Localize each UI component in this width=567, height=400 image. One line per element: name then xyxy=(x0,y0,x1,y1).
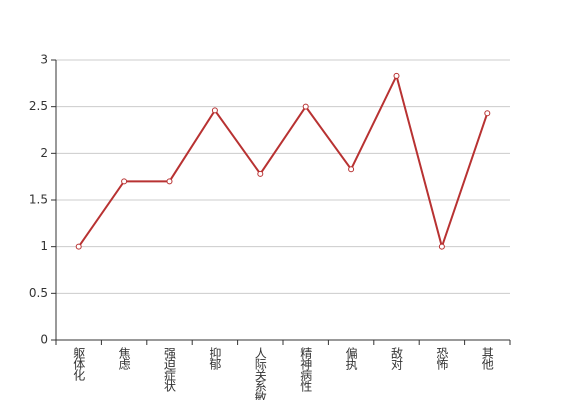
point xyxy=(211,107,218,114)
x-tick-label: 其他 xyxy=(480,347,494,370)
point xyxy=(348,166,355,173)
x-tick-label: 抑郁 xyxy=(208,346,222,371)
x-tick-label: 恐怖 xyxy=(435,347,449,370)
x-tick-label: 人际关系敏感 xyxy=(253,347,267,400)
y-tick-label: 3 xyxy=(40,53,48,67)
x-tick-label: 精神病性 xyxy=(299,347,313,393)
point xyxy=(302,103,309,110)
y-tick-label: 2 xyxy=(40,146,48,160)
point xyxy=(438,243,445,250)
x-tick-label: 焦虑 xyxy=(117,347,131,370)
x-tick-label: 敌对 xyxy=(390,346,404,370)
x-tick-label: 躯体化 xyxy=(72,346,86,382)
y-tick-label: 0 xyxy=(40,333,48,347)
point xyxy=(166,178,173,185)
point xyxy=(257,170,264,177)
y-tick-label: 1.5 xyxy=(29,193,48,207)
point xyxy=(484,110,491,117)
point xyxy=(75,243,82,250)
y-tick-label: 1 xyxy=(40,239,48,253)
point xyxy=(121,178,128,185)
x-tick-label: 偏执 xyxy=(344,346,358,371)
y-tick-label: 0.5 xyxy=(29,286,48,300)
point xyxy=(393,72,400,79)
y-tick-label: 2.5 xyxy=(29,99,48,113)
line xyxy=(77,73,489,251)
x-tick-label: 强迫症状 xyxy=(163,347,177,392)
